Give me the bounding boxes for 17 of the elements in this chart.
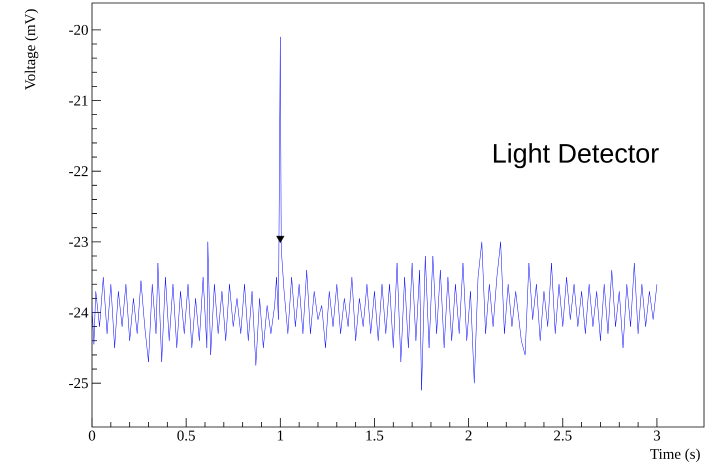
annotation: Light Detector: [494, 143, 659, 168]
x-tick-label: 1.5: [366, 430, 384, 441]
y-tick-label: -20: [69, 24, 88, 35]
x-tick-label: 2: [466, 430, 472, 440]
x-tick-label: 0.5: [177, 430, 195, 441]
x-tick-label: 0: [88, 430, 96, 441]
x-axis-title: Time (s): [650, 448, 700, 462]
line-series: [92, 36, 658, 391]
y-tick-label: -25: [69, 378, 88, 388]
y-axis-title: Voltage (mV): [24, 9, 38, 90]
y-tick-label: -24: [69, 308, 88, 318]
y-tick-label: -23: [69, 236, 88, 247]
x-tick-label: 3: [654, 430, 660, 441]
y-tick-label: -21: [69, 96, 88, 106]
x-tick-label: 1: [278, 430, 284, 440]
x-tick-label: 2.5: [554, 430, 572, 441]
y-tick-label: -22: [69, 166, 88, 176]
